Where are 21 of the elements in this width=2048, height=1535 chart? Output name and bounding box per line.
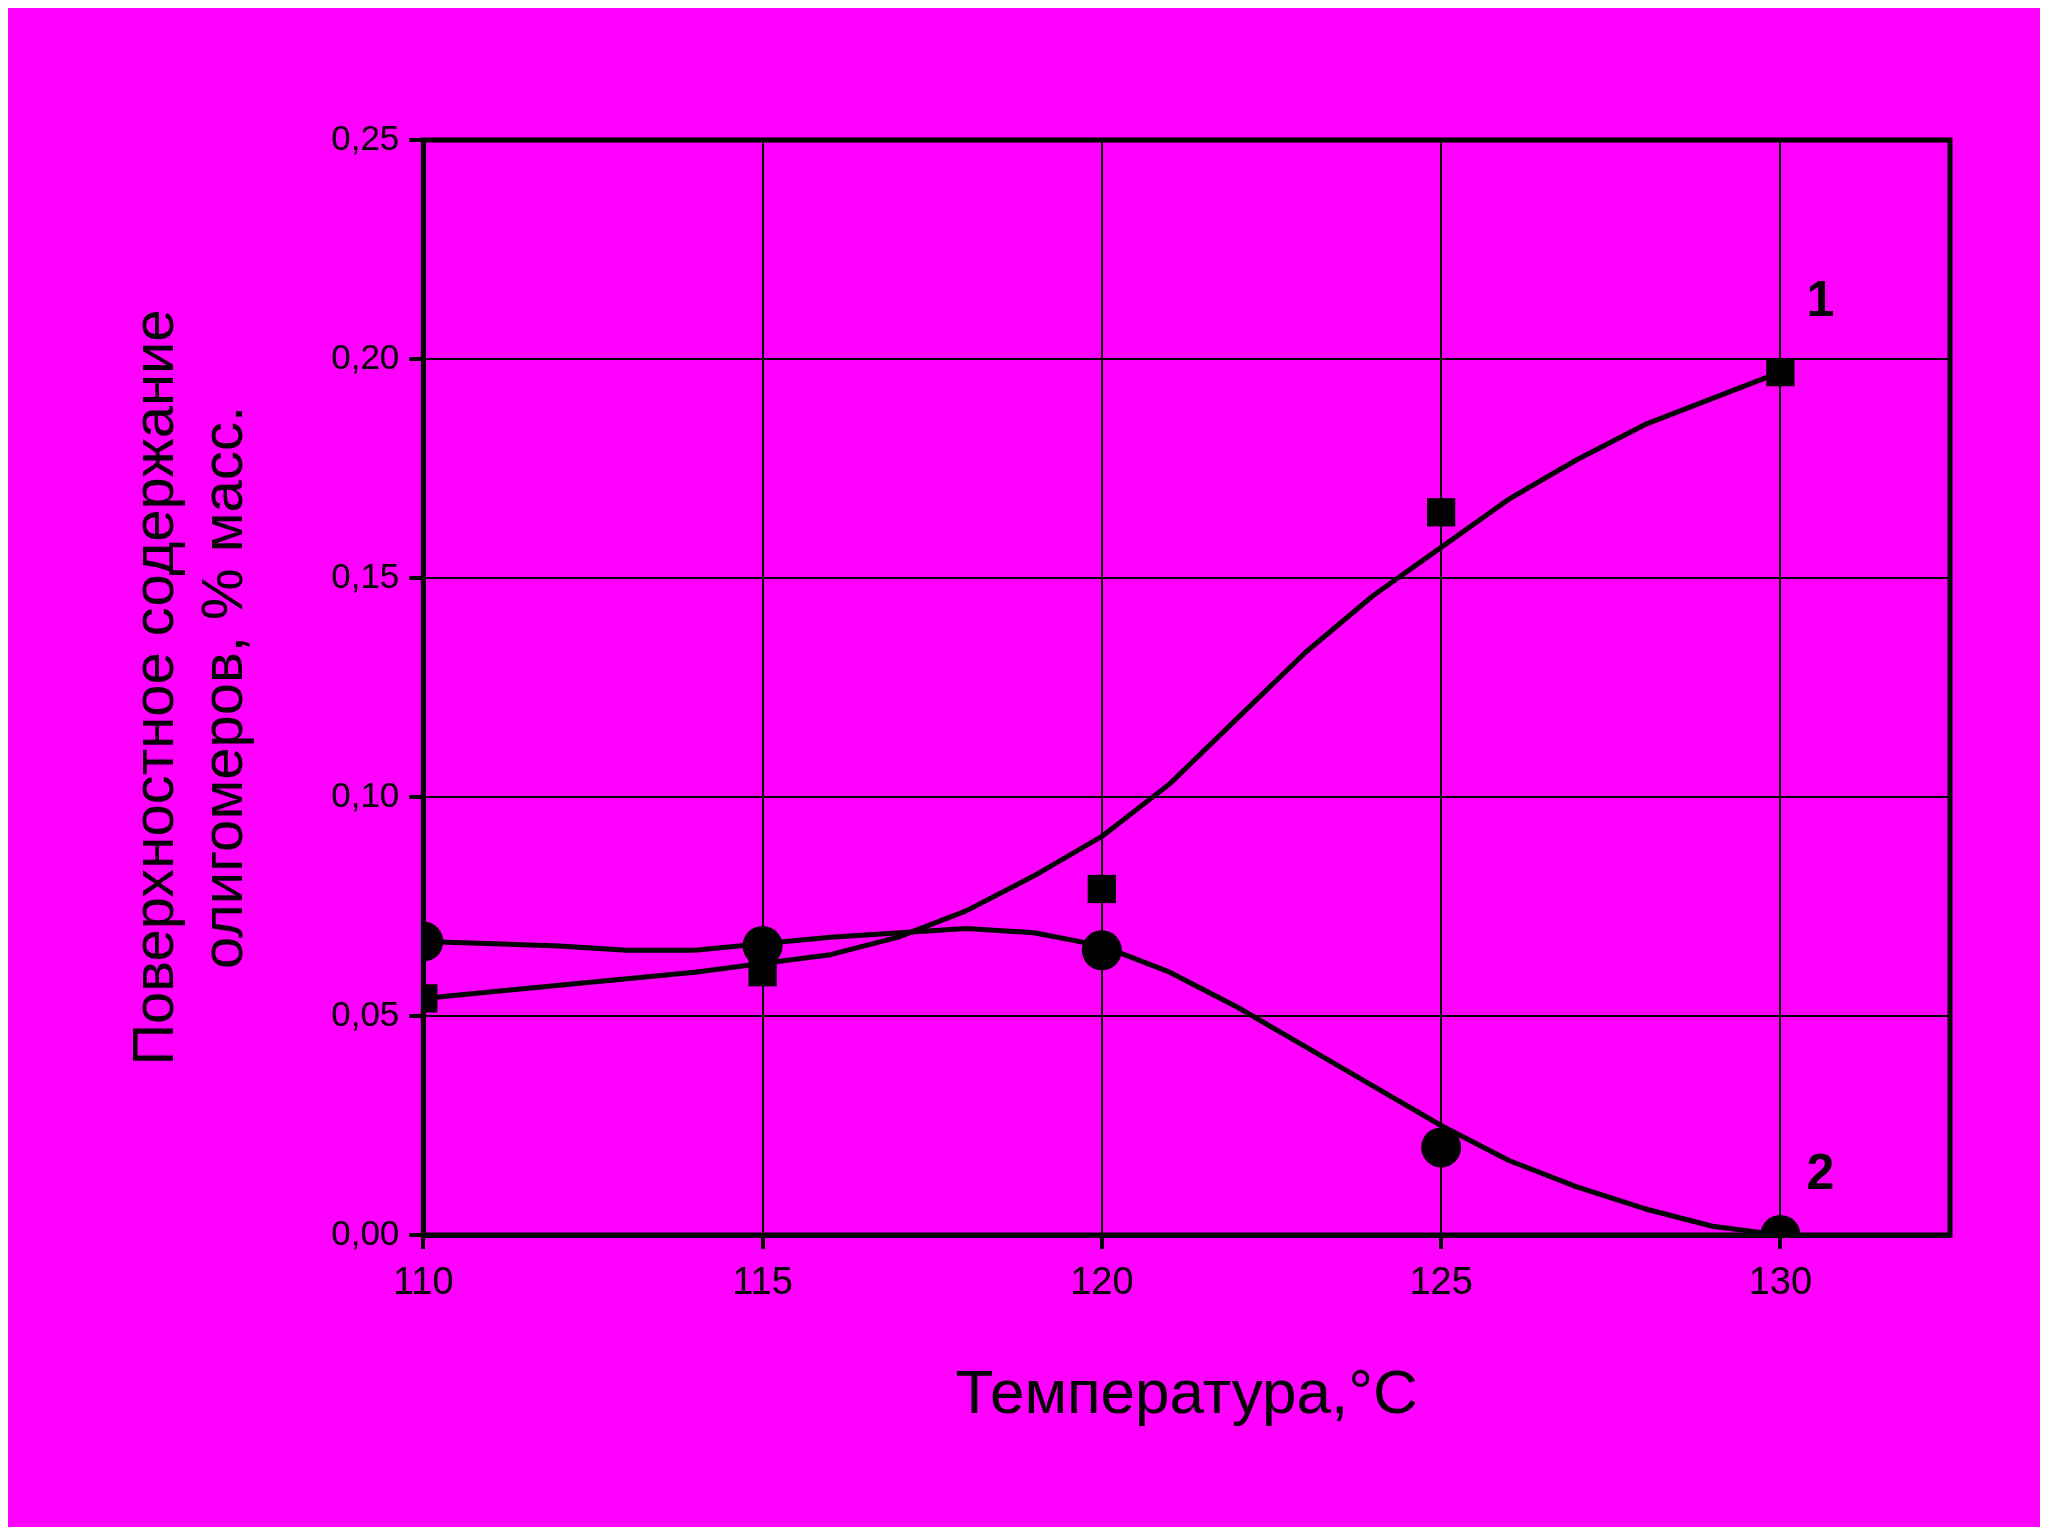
y-tick-label: 0,25	[331, 117, 400, 157]
x-tick-label: 110	[393, 1260, 454, 1303]
x-tick-label: 130	[1748, 1260, 1813, 1303]
point	[1081, 930, 1122, 971]
x-tick-label: 115	[732, 1260, 793, 1303]
y-tick-label: 0,05	[331, 993, 400, 1033]
y-tick-label: 0,00	[331, 1212, 400, 1252]
y-tick-label: 0,15	[331, 555, 400, 595]
series-label: 2	[1806, 1143, 1835, 1200]
point	[1087, 874, 1116, 904]
y-tick-label: 0,10	[331, 774, 400, 814]
point	[1426, 498, 1456, 527]
y-tick-label: 0,20	[331, 336, 400, 376]
x-tick-label: 120	[1070, 1260, 1134, 1303]
x-axis-title: Температура,°C	[955, 1356, 1418, 1426]
x-tick-label: 125	[1409, 1260, 1473, 1303]
point	[1421, 1127, 1462, 1168]
point	[1766, 358, 1795, 387]
series-label: 1	[1806, 270, 1835, 327]
point	[748, 958, 777, 987]
y-axis-title: Поверхностное содержание олигомеров, % масс.	[119, 309, 255, 1066]
